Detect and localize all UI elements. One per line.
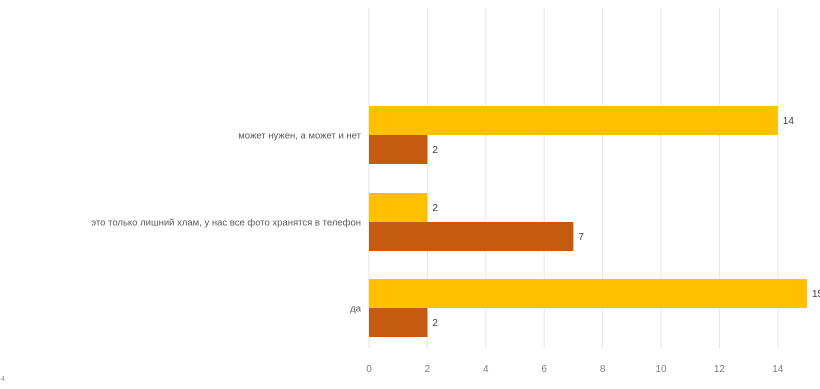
bar-series1-category3 xyxy=(369,279,807,308)
x-tick-label: 0 xyxy=(366,364,372,375)
grid-lines xyxy=(368,8,779,348)
data-label: 2 xyxy=(432,145,438,156)
data-label: 15 xyxy=(812,289,820,300)
x-tick-label: 10 xyxy=(655,364,667,375)
bars xyxy=(369,106,807,337)
corner-mark: 4 xyxy=(1,376,5,383)
bar-series2-category3 xyxy=(369,308,428,337)
category-label: может нужен, а может и нет xyxy=(238,131,361,142)
bar-series2-category1 xyxy=(369,135,428,164)
x-tick-label: 2 xyxy=(425,364,431,375)
data-label: 2 xyxy=(432,203,438,214)
x-tick-label: 12 xyxy=(714,364,726,375)
category-label: это только лишний хлам, у нас все фото х… xyxy=(91,218,361,229)
bar-series2-category2 xyxy=(369,222,574,251)
data-label: 2 xyxy=(432,318,438,329)
category-label: да xyxy=(350,304,362,315)
x-tick-label: 14 xyxy=(772,364,784,375)
data-label: 14 xyxy=(783,116,795,127)
bar-series1-category1 xyxy=(369,106,778,135)
x-tick-label: 4 xyxy=(483,364,489,375)
x-tick-label: 8 xyxy=(600,364,606,375)
x-tick-label: 6 xyxy=(541,364,547,375)
data-label: 7 xyxy=(578,232,584,243)
labels: 0 2 4 6 8 10 12 14 может нужен, а может и нет это… xyxy=(91,116,820,375)
bar-series1-category2 xyxy=(369,193,428,222)
